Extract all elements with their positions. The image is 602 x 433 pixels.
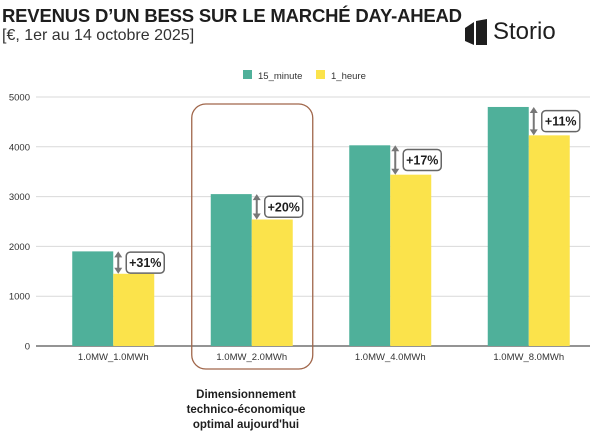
bar-1-heure (390, 174, 432, 346)
pct-label-box (541, 109, 581, 133)
pct-label-box (402, 148, 442, 172)
y-tick-label: 4000 (9, 142, 30, 153)
legend-label: 1_heure (331, 71, 366, 82)
y-tick-label: 3000 (9, 192, 30, 203)
diff-arrow-head-down (114, 267, 123, 274)
diff-arrow-head-up (529, 106, 538, 113)
legend-swatch (243, 70, 252, 79)
diff-arrow-head-up (391, 145, 400, 152)
x-tick-label: 1.0MW_8.0MWh (493, 352, 564, 363)
y-tick-label: 5000 (9, 93, 30, 104)
logo-text: Storio (493, 18, 556, 45)
legend-swatch (316, 70, 325, 79)
annotation-line: optimal aujourd'hui (192, 419, 300, 431)
x-tick-label: 1.0MW_1.0MWh (78, 352, 149, 363)
pct-label: +20% (268, 200, 300, 214)
diff-arrow-head-down (391, 168, 400, 175)
bar-1-heure (251, 219, 293, 346)
bar-1-heure (528, 135, 570, 346)
bar-1-heure (113, 273, 155, 346)
storio-logo: Storio (465, 16, 556, 48)
y-tick-label: 2000 (9, 242, 30, 253)
y-tick-label: 0 (25, 342, 30, 353)
diff-arrow-head-up (252, 194, 261, 201)
pct-label-box (264, 195, 304, 219)
annotation-line: Dimensionnement (196, 389, 296, 401)
x-tick-label: 1.0MW_2.0MWh (216, 352, 287, 363)
bar-15-minute (487, 106, 529, 347)
y-tick-label: 1000 (9, 292, 30, 303)
chart-title: REVENUS D’UN BESS SUR LE MARCHÉ DAY-AHEA… (2, 5, 462, 26)
optimal-sizing-annotation: Dimensionnement technico-économique opti… (160, 388, 332, 433)
x-tick-label: 1.0MW_4.0MWh (355, 352, 426, 363)
highlight-box (191, 103, 314, 370)
pct-label: +11% (545, 115, 577, 129)
bar-15-minute (349, 145, 391, 346)
pct-label: +31% (129, 256, 161, 270)
legend-label: 15_minute (258, 71, 302, 82)
bar-15-minute (72, 251, 114, 346)
annotation-line: technico-économique (186, 404, 306, 416)
chart-subtitle: [€, 1er au 14 octobre 2025] (2, 27, 195, 44)
pct-label: +17% (406, 153, 438, 167)
pct-label-box (125, 251, 165, 274)
diff-arrow-head-up (114, 251, 123, 258)
bar-15-minute (210, 194, 252, 346)
diff-arrow-head-down (529, 129, 538, 136)
diff-arrow-head-down (252, 213, 261, 220)
storio-logo-icon (465, 19, 487, 45)
